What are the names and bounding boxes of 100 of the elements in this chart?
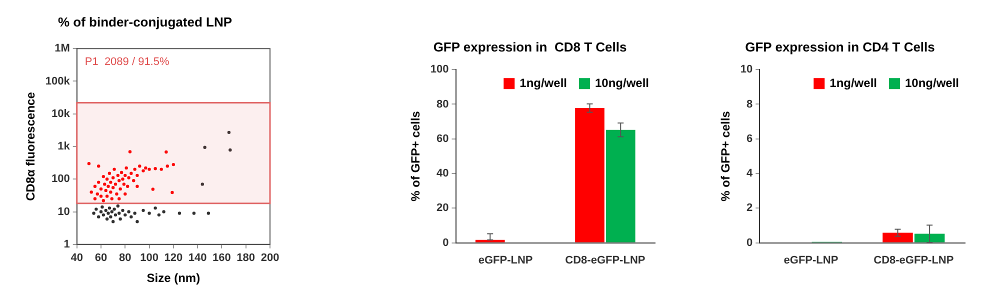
point — [103, 182, 106, 186]
point — [227, 130, 231, 134]
point — [206, 212, 210, 215]
annotation: P1 2089 / 91.5% — [84, 56, 170, 68]
point — [97, 180, 100, 184]
y-tick-label: 20 — [436, 202, 449, 214]
point — [111, 220, 115, 224]
point — [118, 187, 122, 191]
chart-title: % of binder-conjugated LNP — [58, 14, 232, 30]
y-tick-label: 8 — [746, 98, 753, 110]
point — [90, 190, 93, 194]
bar — [475, 240, 505, 242]
point — [192, 212, 196, 215]
point — [157, 213, 161, 217]
point — [108, 172, 112, 175]
point — [127, 176, 130, 180]
point — [109, 180, 112, 184]
point — [108, 206, 112, 210]
point — [121, 208, 124, 212]
y-tick-label: 100k — [45, 75, 71, 88]
x-tick-label: CD8-eGFP-LNP — [874, 254, 954, 266]
x-tick-label: 100 — [140, 252, 158, 264]
y-tick-label: 10 — [58, 206, 70, 218]
point — [144, 166, 148, 170]
point — [142, 169, 145, 172]
x-tick-label: 80 — [119, 252, 132, 264]
legend-label: 10ng/well — [904, 76, 960, 90]
point — [106, 212, 110, 215]
x-tick-label: eGFP-LNP — [478, 254, 533, 266]
point — [148, 168, 151, 171]
point — [200, 182, 204, 186]
point — [178, 212, 182, 215]
point — [162, 210, 166, 214]
point — [111, 176, 115, 180]
x-tick-label: 160 — [212, 252, 231, 264]
point — [164, 150, 168, 154]
point — [116, 174, 120, 178]
point — [99, 194, 103, 198]
point — [104, 208, 108, 212]
point — [99, 210, 103, 214]
point — [132, 179, 136, 182]
point — [105, 178, 109, 181]
point — [126, 184, 130, 188]
y-axis-title: CD8α fluorescence — [24, 92, 38, 201]
bar — [882, 232, 913, 242]
point — [136, 184, 139, 188]
point — [203, 146, 206, 149]
y-tick-label: 6 — [746, 132, 753, 145]
point — [122, 182, 126, 186]
chart-title: GFP expression in CD8 T Cells — [433, 39, 627, 54]
legend-label: 1ng/well — [520, 76, 567, 90]
point — [109, 215, 112, 218]
y-tick-label: 40 — [436, 168, 449, 180]
point — [151, 188, 155, 191]
point — [100, 205, 104, 209]
y-tick-label: 0 — [746, 236, 753, 249]
y-tick-label: 80 — [436, 98, 449, 110]
point — [114, 182, 118, 186]
x-tick-label: 140 — [188, 252, 207, 264]
x-tick-label: 40 — [70, 252, 83, 264]
chart-title: GFP expression in CD4 T Cells — [745, 39, 935, 54]
point — [124, 166, 128, 170]
legend-label: 1ng/well — [830, 76, 877, 90]
point — [136, 174, 139, 178]
point — [118, 212, 121, 215]
x-tick-label: eGFP-LNP — [784, 254, 838, 266]
point — [118, 179, 121, 182]
point — [93, 184, 97, 188]
point — [109, 190, 112, 194]
y-tick-label: 100 — [52, 173, 70, 186]
y-tick-label: 100 — [430, 64, 449, 76]
point — [112, 168, 116, 171]
y-tick-label: 60 — [436, 132, 449, 145]
point — [87, 162, 91, 166]
point — [92, 212, 96, 215]
bar — [914, 234, 945, 242]
point — [102, 198, 106, 202]
point — [97, 215, 100, 218]
x-tick-label: 60 — [94, 252, 108, 264]
point — [110, 197, 114, 200]
point — [112, 208, 116, 211]
y-tick-label: 4 — [746, 168, 754, 180]
point — [116, 204, 120, 208]
point — [133, 168, 136, 171]
y-tick-label: 0 — [442, 236, 449, 249]
y-axis-title: % of GFP+ cells — [408, 110, 423, 202]
point — [130, 172, 133, 175]
point — [142, 208, 145, 212]
point — [102, 213, 106, 217]
y-tick-label: 1 — [64, 238, 70, 250]
point — [121, 178, 124, 181]
point — [93, 197, 97, 200]
x-tick-label: 180 — [236, 252, 256, 264]
point — [172, 162, 176, 166]
point — [128, 150, 132, 154]
point — [138, 164, 142, 168]
point — [118, 197, 121, 200]
point — [124, 213, 127, 217]
point — [154, 167, 157, 170]
point — [228, 148, 232, 152]
